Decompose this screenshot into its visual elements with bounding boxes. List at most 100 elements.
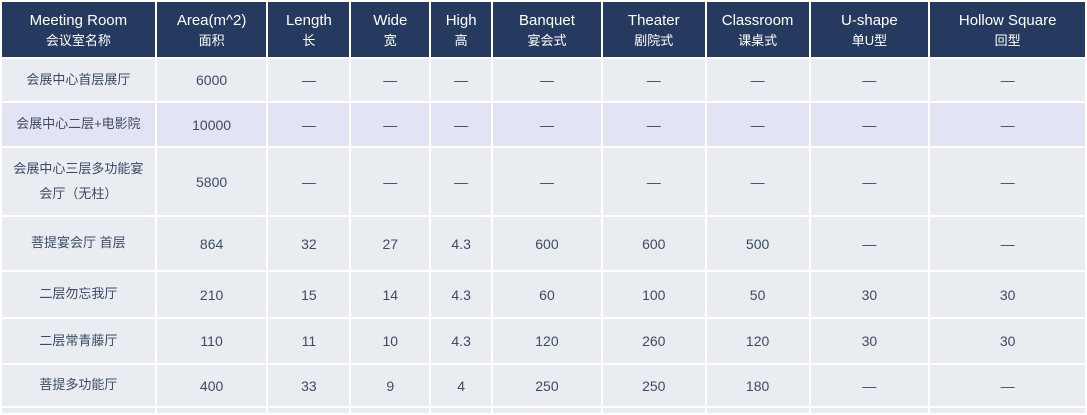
cell-empty xyxy=(600,406,707,415)
table-row[interactable]: 二层勿忘我厅 210 15 14 4.3 60 100 50 30 30 xyxy=(0,270,1087,319)
cell-hollow-square: — xyxy=(928,101,1087,148)
column-header-zh-label: 宴会式 xyxy=(527,32,567,48)
cell-empty xyxy=(266,406,352,415)
room-name-cell: 二层勿忘我厅 xyxy=(0,270,157,319)
cell-length: 11 xyxy=(266,317,352,365)
room-name-cell: 会展中心三层多功能宴会厅（无柱） xyxy=(0,146,157,217)
cell-empty xyxy=(154,406,269,415)
cell-u-shape: — xyxy=(808,215,931,272)
column-header-high: High 高 xyxy=(429,0,494,59)
column-header-area: Area(m^2) 面积 xyxy=(154,0,269,59)
cell-classroom: 500 xyxy=(704,215,811,272)
cell-high: 4.3 xyxy=(429,270,494,319)
column-header-zh-label: 宽 xyxy=(383,32,397,48)
cell-area: 6000 xyxy=(154,57,269,103)
room-name-cell: 二层常青藤厅 xyxy=(0,317,157,365)
column-header-en-label: Area(m^2) xyxy=(176,11,247,29)
cell-high: 4 xyxy=(429,363,494,408)
table-row[interactable]: 菩提宴会厅 首层 864 32 27 4.3 600 600 500— — xyxy=(0,215,1087,272)
cell-theater: 260 xyxy=(600,317,707,365)
cell-empty xyxy=(491,406,603,415)
cell-empty xyxy=(808,406,931,415)
cell-empty xyxy=(928,406,1087,415)
cell-area: 10000 xyxy=(154,101,269,148)
cell-empty xyxy=(429,406,494,415)
column-header-en-label: High xyxy=(445,11,477,29)
cell-length: 33 xyxy=(266,363,352,408)
cell-high: — xyxy=(429,57,494,103)
column-header-zh-label: 高 xyxy=(454,32,468,48)
cell-classroom: 120 xyxy=(704,317,811,365)
cell-high: 4.3 xyxy=(429,215,494,272)
cell-theater: 100 xyxy=(600,270,707,319)
column-header-u-shape: U-shape 单U型 xyxy=(808,0,931,59)
cell-length: 32 xyxy=(266,215,352,272)
cell-classroom: 180 xyxy=(704,363,811,408)
cell-u-shape: — xyxy=(808,101,931,148)
cell-classroom: — xyxy=(704,101,811,148)
table-row[interactable]: 会展中心首层展厅 6000— — — — — — — — xyxy=(0,57,1087,103)
cell-u-shape: — xyxy=(808,57,931,103)
column-header-classroom: Classroom 课桌式 xyxy=(704,0,811,59)
cell-classroom: — xyxy=(704,146,811,217)
room-name-cell: 会展中心二层+电影院 xyxy=(0,101,157,148)
cell-empty xyxy=(704,406,811,415)
cell-wide: 9 xyxy=(349,363,432,408)
cell-hollow-square: — xyxy=(928,363,1087,408)
column-header-zh-label: 单U型 xyxy=(851,32,888,48)
column-header-banquet: Banquet 宴会式 xyxy=(491,0,603,59)
column-header-en-label: Hollow Square xyxy=(958,11,1057,29)
column-header-zh-label: 长 xyxy=(302,32,316,48)
room-name-cell: 菩提多功能厅 xyxy=(0,363,157,408)
column-header-en-label: Meeting Room xyxy=(29,11,128,29)
cell-banquet: — xyxy=(491,101,603,148)
cell-area: 400 xyxy=(154,363,269,408)
column-header-en-label: Theater xyxy=(627,11,680,29)
column-header-meeting-room: Meeting Room 会议室名称 xyxy=(0,0,157,59)
cell-length: — xyxy=(266,57,352,103)
table-row-partial xyxy=(0,406,1087,415)
cell-banquet: 250 xyxy=(491,363,603,408)
cell-wide: 27 xyxy=(349,215,432,272)
table-row[interactable]: 会展中心二层+电影院 10000— — — — — — — — xyxy=(0,101,1087,148)
cell-theater: — xyxy=(600,57,707,103)
cell-length: — xyxy=(266,146,352,217)
cell-hollow-square: — xyxy=(928,57,1087,103)
cell-banquet: — xyxy=(491,57,603,103)
cell-theater: — xyxy=(600,146,707,217)
cell-u-shape: — xyxy=(808,363,931,408)
column-header-zh-label: 面积 xyxy=(198,32,225,48)
table-header: Meeting Room 会议室名称 Area(m^2) 面积 Length 长 Wide 宽… xyxy=(0,0,1087,59)
cell-area: 5800 xyxy=(154,146,269,217)
cell-length: 15 xyxy=(266,270,352,319)
table-row[interactable]: 会展中心三层多功能宴会厅（无柱） 5800— — — — — — — — xyxy=(0,146,1087,217)
cell-hollow-square: — xyxy=(928,146,1087,217)
column-header-en-label: Banquet xyxy=(519,11,575,29)
cell-hollow-square: — xyxy=(928,215,1087,272)
cell-wide: 10 xyxy=(349,317,432,365)
cell-u-shape: 30 xyxy=(808,317,931,365)
table-row[interactable]: 二层常青藤厅 110 11 10 4.3 120 260 120 30 30 xyxy=(0,317,1087,365)
cell-banquet: 600 xyxy=(491,215,603,272)
column-header-zh-label: 会议室名称 xyxy=(45,32,111,48)
cell-area: 210 xyxy=(154,270,269,319)
cell-area: 864 xyxy=(154,215,269,272)
cell-wide: — xyxy=(349,146,432,217)
cell-high: — xyxy=(429,101,494,148)
cell-banquet: — xyxy=(491,146,603,217)
cell-classroom: — xyxy=(704,57,811,103)
column-header-zh-label: 剧院式 xyxy=(634,32,674,48)
column-header-hollow-square: Hollow Square 回型 xyxy=(928,0,1087,59)
cell-area: 110 xyxy=(154,317,269,365)
cell-classroom: 50 xyxy=(704,270,811,319)
cell-wide: 14 xyxy=(349,270,432,319)
room-name-cell: 会展中心首层展厅 xyxy=(0,57,157,103)
table-row[interactable]: 菩提多功能厅 400 33 9 4 250 250 180— — xyxy=(0,363,1087,408)
column-header-zh-label: 回型 xyxy=(994,32,1021,48)
cell-banquet: 120 xyxy=(491,317,603,365)
cell-empty xyxy=(349,406,432,415)
column-header-zh-label: 课桌式 xyxy=(738,32,778,48)
cell-theater: — xyxy=(600,101,707,148)
cell-u-shape: — xyxy=(808,146,931,217)
